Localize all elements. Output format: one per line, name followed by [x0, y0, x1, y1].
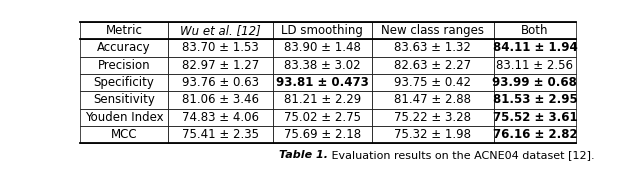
Text: Table 1.: Table 1.	[279, 150, 328, 160]
Text: Evaluation results on the ACNE04 dataset [12].: Evaluation results on the ACNE04 dataset…	[328, 150, 595, 160]
